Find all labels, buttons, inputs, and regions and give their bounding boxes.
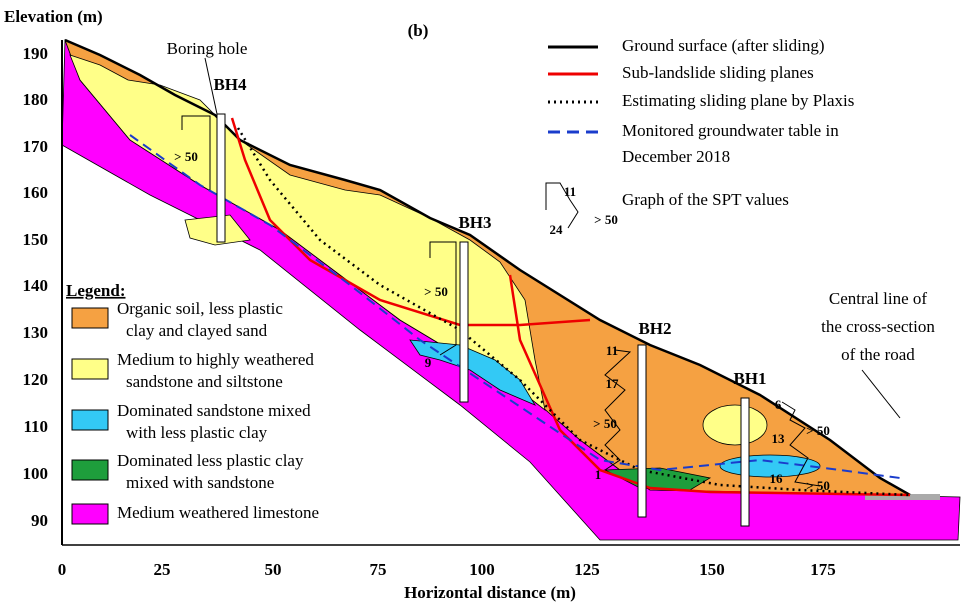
spt-label: 6 <box>775 397 782 412</box>
spt-label: > 50 <box>424 284 448 299</box>
spt-label: 9 <box>425 355 432 370</box>
legend-swatch <box>72 359 108 379</box>
spt-label: 16 <box>770 471 784 486</box>
x-tick-label: 150 <box>699 560 725 579</box>
x-tick-label: 125 <box>574 560 600 579</box>
central-line-label: the cross-section <box>821 317 935 336</box>
y-tick-label: 130 <box>23 323 49 342</box>
spt-label: 11 <box>606 343 618 358</box>
legend-label: Medium to highly weathered <box>117 350 314 369</box>
legend-label: Medium weathered limestone <box>117 503 319 522</box>
key-label: Sub-landslide sliding planes <box>622 63 814 82</box>
borehole-label: BH2 <box>638 319 671 338</box>
x-tick-label: 75 <box>370 560 387 579</box>
key-label: Graph of the SPT values <box>622 190 789 209</box>
spt-label: 1 <box>595 467 602 482</box>
legend-swatch <box>72 410 108 430</box>
key-label: Monitored groundwater table in <box>622 121 839 140</box>
borehole-label: BH1 <box>733 369 766 388</box>
spt-label: > 50 <box>806 478 830 493</box>
legend-label: clay and clayed sand <box>126 321 268 340</box>
borehole-label: BH3 <box>458 213 491 232</box>
y-tick-label: 100 <box>23 464 49 483</box>
y-axis-title: Elevation (m) <box>4 7 103 26</box>
key-label: Ground surface (after sliding) <box>622 36 825 55</box>
central-line-label: of the road <box>841 345 915 364</box>
legend-title: Legend: <box>66 281 126 300</box>
y-tick-label: 160 <box>23 183 49 202</box>
boring-hole-label: Boring hole <box>167 39 248 58</box>
x-tick-label: 175 <box>810 560 836 579</box>
borehole-label: BH4 <box>213 75 247 94</box>
legend-label: sandstone and siltstone <box>126 372 283 391</box>
legend-swatch <box>72 308 108 328</box>
x-axis-title: Horizontal distance (m) <box>404 583 576 602</box>
legend-label: mixed with sandstone <box>126 473 274 492</box>
key-spt-label: 24 <box>550 222 564 237</box>
y-tick-label: 90 <box>31 511 48 530</box>
spt-label: > 50 <box>593 416 617 431</box>
x-tick-label: 0 <box>58 560 67 579</box>
legend-label: Organic soil, less plastic <box>117 299 283 318</box>
key-spt-label: 11 <box>564 184 576 199</box>
y-tick-label: 180 <box>23 90 49 109</box>
diagram: Elevation (m) Horizontal distance (m) (b… <box>0 0 980 606</box>
y-tick-label: 110 <box>23 417 48 436</box>
key-label: Estimating sliding plane by Plaxis <box>622 91 854 110</box>
legend-swatch <box>72 460 108 480</box>
spt-label: 17 <box>606 376 620 391</box>
y-tick-label: 120 <box>23 370 49 389</box>
legend-label: Dominated less plastic clay <box>117 451 304 470</box>
spt-label: > 50 <box>174 149 198 164</box>
x-tick-label: 25 <box>154 560 171 579</box>
key-spt-label: > 50 <box>594 212 618 227</box>
y-tick-label: 170 <box>23 137 49 156</box>
panel-label: (b) <box>408 21 429 40</box>
legend-swatch <box>72 504 108 524</box>
y-tick-label: 140 <box>23 276 49 295</box>
central-line-label: Central line of <box>829 289 928 308</box>
y-tick-label: 150 <box>23 230 49 249</box>
x-tick-label: 100 <box>469 560 495 579</box>
legend-label: Dominated sandstone mixed <box>117 401 311 420</box>
x-tick-label: 50 <box>265 560 282 579</box>
legend-label: with less plastic clay <box>126 423 268 442</box>
spt-label: 13 <box>772 431 786 446</box>
key-label: December 2018 <box>622 147 730 166</box>
spt-label: > 50 <box>806 423 830 438</box>
y-tick-label: 190 <box>23 44 49 63</box>
